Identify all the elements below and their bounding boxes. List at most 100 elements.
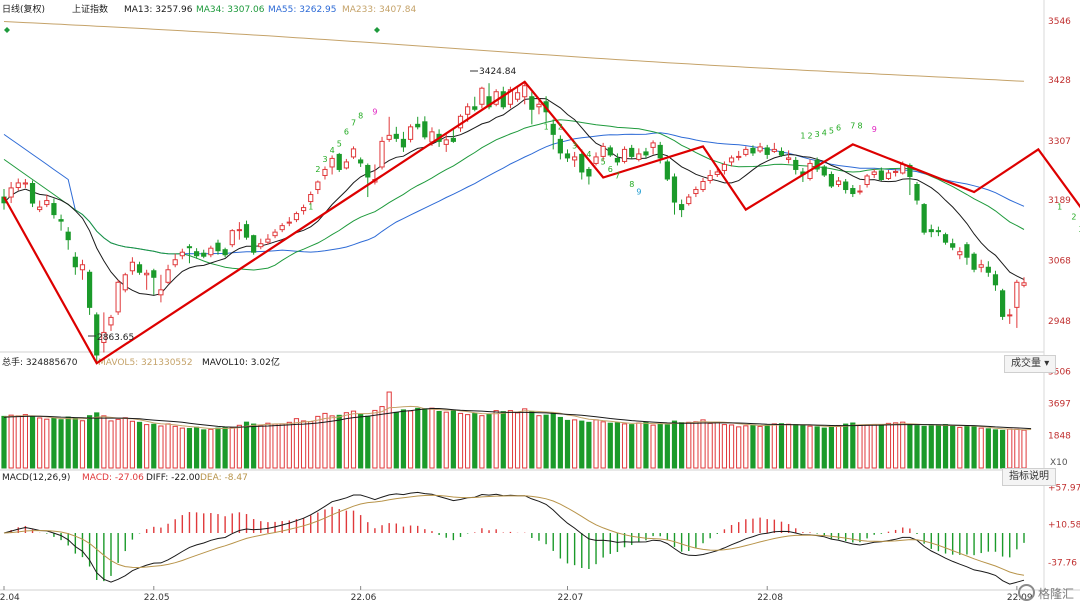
volume-bar	[707, 422, 713, 469]
volume-bar	[664, 424, 670, 469]
index-name-label: 上证指数	[72, 3, 108, 15]
candle-body	[750, 147, 756, 154]
candle-body	[978, 264, 984, 268]
volume-bar	[914, 425, 920, 469]
low-price-label: 2863.65	[97, 333, 134, 343]
candle-body	[343, 161, 349, 169]
candle-body	[429, 131, 435, 143]
candle-body	[621, 148, 628, 162]
candle-body	[443, 139, 449, 145]
volume-bar	[15, 415, 21, 469]
volume-bar	[878, 424, 884, 469]
candle-body	[857, 190, 863, 193]
volume-bar	[365, 415, 371, 469]
volume-bar	[543, 414, 549, 469]
candle-body	[151, 270, 157, 278]
volume-bar	[265, 422, 271, 469]
indicator-dropdown[interactable]: 成交量 ▾	[1004, 355, 1057, 373]
volume-bar	[992, 429, 999, 469]
volume-bar	[472, 413, 478, 469]
volume-bar	[486, 413, 492, 469]
volume-bar	[971, 426, 977, 469]
macd-tick-label: -37.76	[1048, 559, 1077, 569]
td-sequence-count: 5	[601, 157, 606, 166]
candle-body	[386, 134, 392, 140]
candle-body	[172, 259, 178, 266]
candle-body	[942, 234, 949, 243]
candle-body	[86, 271, 93, 308]
volume-bar	[493, 410, 499, 469]
candle-body	[586, 168, 592, 177]
volume-bar	[72, 417, 78, 469]
candle-body	[229, 230, 235, 246]
volume-bar	[336, 414, 342, 469]
price-tick-label: 3546	[1048, 17, 1071, 27]
candle-body	[721, 163, 728, 171]
candle-body	[272, 231, 278, 237]
candle-body	[964, 244, 970, 258]
volume-bar	[714, 421, 720, 469]
candle-body	[1014, 281, 1020, 308]
volume-bar	[536, 415, 542, 469]
volume-bar	[358, 413, 364, 469]
td-sequence-count: 6	[836, 123, 841, 132]
candle-body	[115, 281, 121, 313]
candle-body	[208, 247, 214, 256]
volume-bar	[636, 422, 642, 469]
candle-body	[72, 256, 78, 268]
candle-body	[664, 161, 670, 180]
candle-body	[450, 137, 456, 142]
candle-body	[94, 314, 100, 356]
volume-bar	[322, 412, 328, 469]
candle-body	[129, 261, 135, 272]
candle-body	[679, 204, 685, 211]
td-sequence-count: 8	[857, 121, 862, 130]
candle-body	[358, 159, 364, 164]
volume-bar	[201, 429, 207, 469]
candle-body	[579, 153, 585, 173]
candle-body	[885, 172, 892, 179]
candle-body	[201, 252, 207, 257]
ma55-label: MA55: 3262.95	[268, 5, 336, 15]
candle-body	[1000, 290, 1006, 317]
candle-body	[522, 85, 528, 98]
price-tick-label: 3189	[1048, 196, 1071, 206]
watermark: 格隆汇	[1017, 584, 1074, 602]
candle-body	[529, 96, 535, 110]
candle-body	[379, 140, 385, 168]
candle-body	[336, 153, 342, 170]
volume-bar	[529, 411, 535, 469]
candle-body	[108, 316, 114, 326]
mavol10-line	[3, 408, 1032, 430]
volume-bar	[793, 424, 799, 469]
volume-bar	[186, 427, 193, 469]
volume-bar	[193, 426, 200, 469]
volume-bar	[94, 412, 100, 469]
candle-body	[757, 146, 763, 152]
candle-body	[1007, 314, 1013, 317]
signal-diamond-icon	[4, 27, 10, 33]
watermark-logo-icon	[1017, 584, 1035, 601]
candle-body	[422, 121, 428, 138]
ma233-line	[3, 21, 1025, 82]
indicator-help-button[interactable]: 指标说明	[1002, 468, 1056, 486]
volume-bar	[479, 415, 485, 469]
high-price-label: 3424.84	[479, 67, 516, 77]
volume-bar	[900, 421, 906, 469]
td-sequence-count: 3	[572, 141, 577, 150]
macd-diff: DIFF: -22.00	[146, 473, 200, 483]
candle-body	[693, 189, 699, 195]
price-tick-label: 2948	[1048, 317, 1071, 327]
volume-bar	[593, 419, 599, 469]
candle-body	[215, 242, 221, 252]
candle-body	[643, 151, 649, 156]
volume-bar	[814, 426, 820, 469]
volume-bar	[807, 425, 813, 469]
candle-body	[329, 157, 335, 168]
candle-body	[985, 266, 991, 273]
candle-body	[407, 126, 414, 140]
td-sequence-count: 3	[815, 130, 820, 139]
candle-body	[928, 229, 934, 233]
td-sequence-count: 4	[586, 150, 591, 159]
candle-body	[564, 153, 571, 159]
